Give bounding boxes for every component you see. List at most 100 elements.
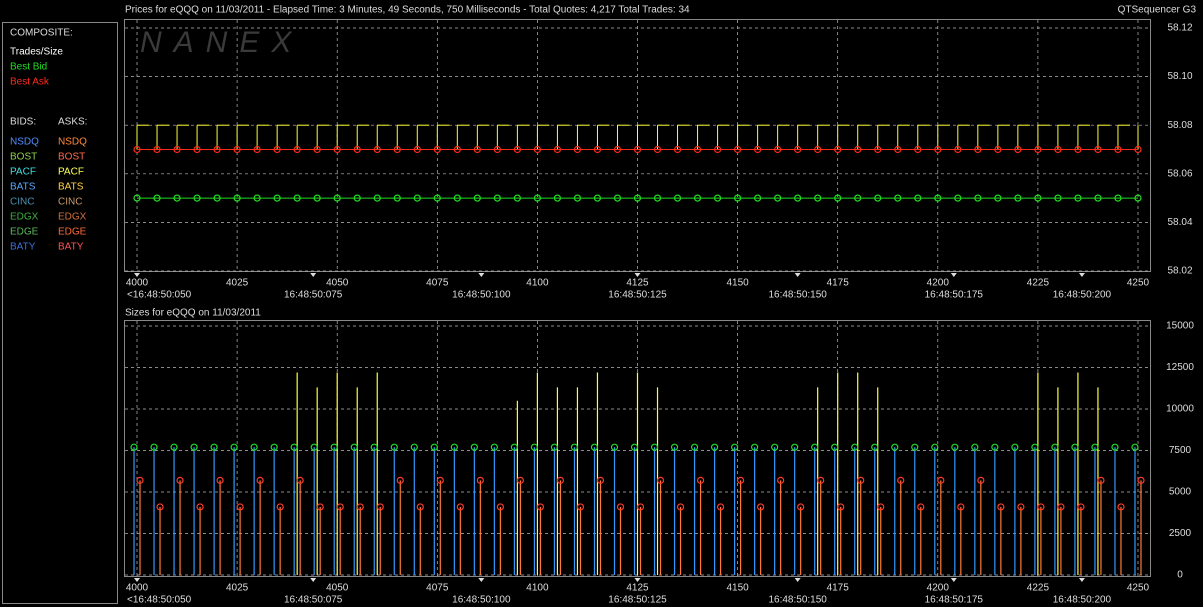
quote-dot [1034,194,1042,202]
time-tick-label: 16:48:50:100 [452,595,511,606]
quote-dot [553,145,562,154]
size-dot [1017,503,1025,511]
size-dot [1011,443,1019,451]
size-dot [897,476,905,484]
size-dot [476,476,484,484]
size-dot [831,443,839,451]
size-dot [310,443,318,451]
time-tick-mark [794,273,801,277]
size-dot [957,503,965,511]
y-tick-label: 15000 [1166,321,1194,332]
size-dot [937,476,945,484]
quote-dot [754,145,762,154]
size-dot [150,443,158,451]
legend-entry: Best Bid [10,62,47,73]
size-dot [951,443,959,451]
x-tick-label: 4200 [927,278,950,289]
size-dot [676,503,685,511]
y-tick-label: 58.04 [1167,217,1192,228]
quote-dot [253,194,261,202]
size-dot [911,443,919,451]
quote-dot [1114,194,1122,202]
quote-dot [854,145,862,154]
size-dot [590,443,599,451]
quote-dot [673,194,682,202]
quote-dot [1014,194,1022,202]
size-dot [1091,443,1099,451]
time-tick-mark [478,273,485,277]
size-dot [290,443,298,451]
time-tick-label: 16:48:50:175 [925,595,984,606]
size-dot [1097,476,1105,484]
time-tick-label: 16:48:50:075 [284,290,343,301]
x-tick-label: 4050 [326,278,349,289]
time-tick-mark [1078,273,1085,277]
size-dot [156,503,164,511]
size-dot [316,503,324,511]
size-dot [1131,443,1139,451]
size-dot [1077,503,1085,511]
size-dot [170,443,178,451]
size-dot [891,443,899,451]
size-dot [1117,503,1125,511]
quote-dot [1134,194,1142,202]
y-tick-label: 5000 [1169,487,1192,498]
size-dot [1051,443,1059,451]
size-dot [430,443,438,451]
time-tick-mark [634,578,641,582]
size-dot [931,443,939,451]
quote-dot [133,145,141,154]
size-dot [410,443,418,451]
size-dot [456,503,464,511]
x-tick-label: 4000 [126,583,149,594]
size-dot [1071,443,1079,451]
time-tick-label: 16:48:50:200 [1053,595,1112,606]
quote-dot [934,194,942,202]
size-dot [556,476,565,484]
x-tick-label: 4225 [1027,278,1050,289]
size-dot [971,443,979,451]
size-dot [690,443,699,451]
time-tick-label: 16:48:50:125 [608,290,667,301]
size-dot [751,443,759,451]
size-dot [450,443,458,451]
quote-dot [393,194,401,202]
time-tick-mark [310,578,317,582]
quote-dot [954,145,962,154]
x-tick-label: 4025 [226,583,249,594]
size-dot [1037,503,1045,511]
quote-dot [633,194,642,202]
y-tick-label: 58.12 [1167,23,1192,34]
x-tick-label: 4025 [226,278,249,289]
x-tick-label: 4125 [626,583,649,594]
bid-exchange: CINC [10,197,34,208]
time-tick-label: 16:48:50:075 [284,595,343,606]
size-dot [490,443,498,451]
quote-dot [914,145,922,154]
chart-title: Prices for eQQQ on 11/03/2011 - Elapsed … [125,5,690,16]
quote-dot [794,145,802,154]
quote-dot [874,194,882,202]
size-dot [917,503,925,511]
quote-dot [814,145,822,154]
size-dot [777,476,785,484]
x-tick-label: 4050 [326,583,349,594]
size-dot [730,443,739,451]
quote-dot [153,145,161,154]
size-dot [811,443,819,451]
size-dot [436,476,444,484]
size-dot [196,503,204,511]
y-tick-label: 0 [1177,570,1183,581]
quote-dot [493,145,501,154]
time-tick-label: 16:48:50:150 [768,595,827,606]
quote-dot [513,194,521,202]
quote-dot [814,194,822,202]
quote-dot [213,145,221,154]
quote-dot [593,194,602,202]
size-dot [851,443,859,451]
time-tick-label: <16:48:50:050 [127,595,192,606]
x-tick-label: 4125 [626,278,649,289]
y-tick-label: 10000 [1166,404,1194,415]
legend-entry: Best Ask [10,77,50,88]
size-dot [130,443,138,451]
